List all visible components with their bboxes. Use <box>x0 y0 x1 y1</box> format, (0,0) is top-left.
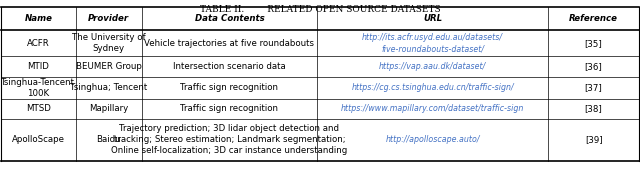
Text: Tsinghua; Tencent: Tsinghua; Tencent <box>70 83 147 92</box>
Text: Intersection scenario data: Intersection scenario data <box>173 62 286 71</box>
Text: Mapillary: Mapillary <box>89 104 129 113</box>
Text: [37]: [37] <box>585 83 602 92</box>
Text: Name: Name <box>24 14 52 23</box>
Text: Data Contents: Data Contents <box>195 14 264 23</box>
Text: http://apolloscape.auto/: http://apolloscape.auto/ <box>385 135 480 144</box>
Text: Traffic sign recognition: Traffic sign recognition <box>180 83 278 92</box>
Text: BEUMER Group: BEUMER Group <box>76 62 141 71</box>
Text: ACFR: ACFR <box>27 39 50 48</box>
Text: https://cg.cs.tsinghua.edu.cn/traffic-sign/: https://cg.cs.tsinghua.edu.cn/traffic-si… <box>351 83 514 92</box>
Text: Traffic sign recognition: Traffic sign recognition <box>180 104 278 113</box>
Text: https://vap.aau.dk/dataset/: https://vap.aau.dk/dataset/ <box>379 62 486 71</box>
Text: Reference: Reference <box>569 14 618 23</box>
Text: URL: URL <box>423 14 442 23</box>
Text: https://www.mapillary.com/dataset/traffic-sign: https://www.mapillary.com/dataset/traffi… <box>341 104 524 113</box>
Text: Tsinghua-Tencent
100K: Tsinghua-Tencent 100K <box>1 78 76 98</box>
Text: Baidu: Baidu <box>97 135 121 144</box>
Text: MTID: MTID <box>28 62 49 71</box>
Text: Provider: Provider <box>88 14 129 23</box>
Text: Vehicle trajectories at five roundabouts: Vehicle trajectories at five roundabouts <box>145 39 314 48</box>
Text: Trajectory prediction; 3D lidar object detection and
tracking; Stereo estimation: Trajectory prediction; 3D lidar object d… <box>111 124 348 155</box>
Text: [36]: [36] <box>585 62 602 71</box>
Text: [39]: [39] <box>585 135 602 144</box>
Text: [38]: [38] <box>585 104 602 113</box>
Text: http://its.acfr.usyd.edu.au/datasets/
five-roundabouts-dataset/: http://its.acfr.usyd.edu.au/datasets/ fi… <box>362 33 503 53</box>
Text: TABLE II.        RELATED OPEN SOURCE DATASETS: TABLE II. RELATED OPEN SOURCE DATASETS <box>200 5 440 14</box>
Text: The University of
Sydney: The University of Sydney <box>72 33 146 53</box>
Text: [35]: [35] <box>585 39 602 48</box>
Text: ApolloScape: ApolloScape <box>12 135 65 144</box>
Text: MTSD: MTSD <box>26 104 51 113</box>
